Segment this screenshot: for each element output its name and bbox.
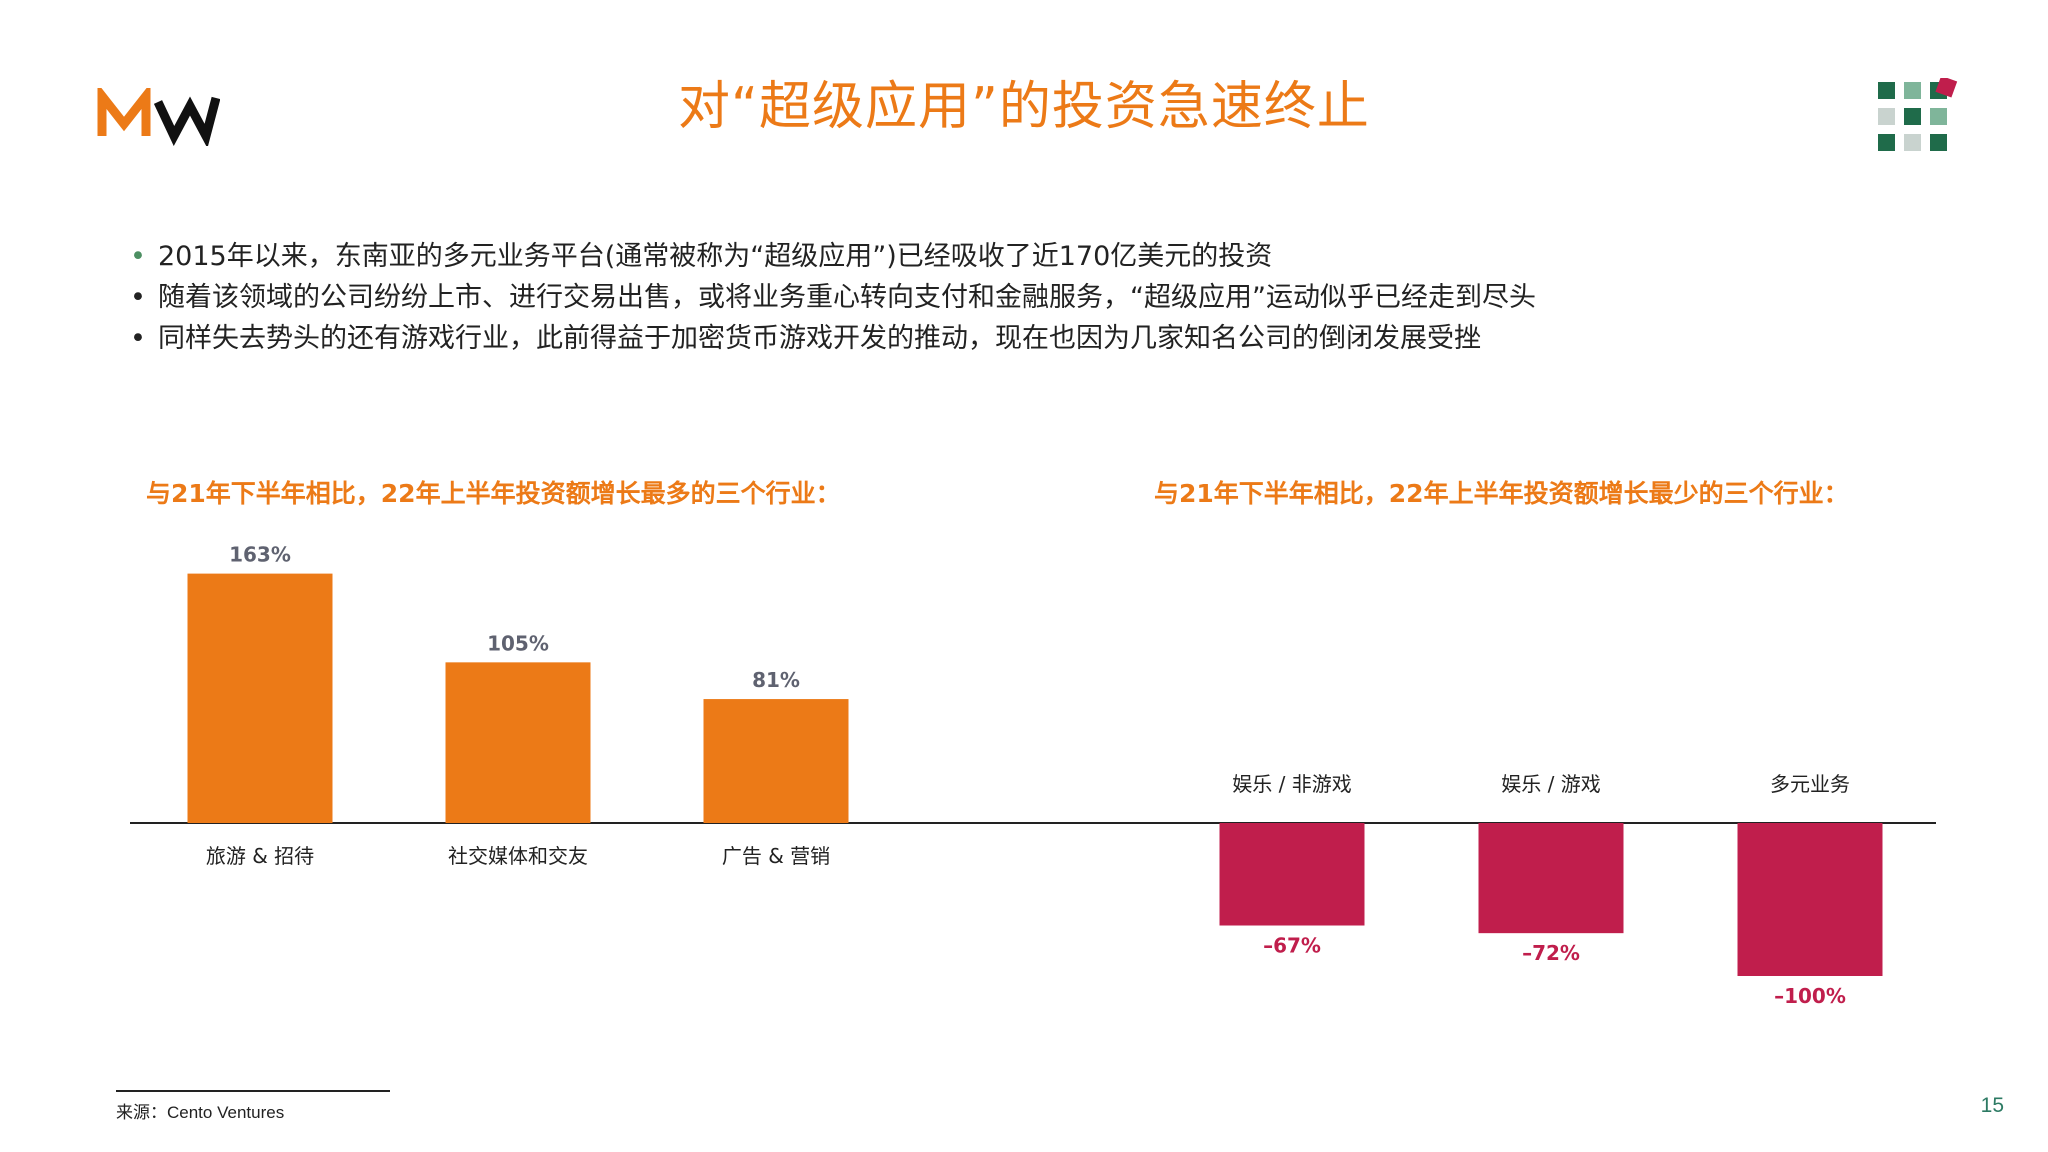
bullet-dot: •	[130, 323, 146, 354]
bar-value-label: –100%	[1774, 984, 1846, 1008]
bar-value-label: 163%	[229, 543, 291, 567]
bullet-item: • 同样失去势头的还有游戏行业，此前得益于加密货币游戏开发的推动，现在也因为几家…	[126, 318, 1536, 359]
bar-value-label: 105%	[487, 631, 549, 655]
category-label: 娱乐 / 游戏	[1501, 772, 1600, 796]
square-grid-icon	[1878, 78, 1958, 151]
category-label: 多元业务	[1770, 772, 1850, 796]
bar-growth-3	[703, 699, 849, 823]
chart-title-top-growth: 与21年下半年相比，22年上半年投资额增长最多的三个行业：	[146, 479, 841, 508]
bar-value-label: –67%	[1263, 934, 1321, 958]
bar-growth-2	[445, 662, 591, 823]
bar-decline-3	[1737, 823, 1883, 976]
bar-decline-2	[1478, 823, 1624, 934]
chart-title-bottom-growth: 与21年下半年相比，22年上半年投资额增长最少的三个行业：	[1154, 479, 1849, 508]
bullet-dot: •	[130, 241, 146, 272]
category-label: 旅游 & 招待	[206, 844, 314, 868]
bullet-dot: •	[130, 282, 146, 313]
bullet-item: • 2015年以来，东南亚的多元业务平台(通常被称为“超级应用”)已经吸收了近1…	[126, 236, 1536, 277]
bullet-list: • 2015年以来，东南亚的多元业务平台(通常被称为“超级应用”)已经吸收了近1…	[126, 236, 1536, 359]
page-number: 15	[1980, 1094, 2004, 1117]
page-title: 对“超级应用”的投资急速终止	[678, 77, 1370, 137]
bar-growth-1	[187, 573, 333, 823]
source-note: 来源：Cento Ventures	[116, 1103, 285, 1122]
mw-logo	[97, 88, 220, 146]
footnote-divider	[116, 1090, 390, 1092]
category-label: 娱乐 / 非游戏	[1232, 772, 1351, 796]
bar-decline-1	[1219, 823, 1365, 926]
bullet-item: • 随着该领域的公司纷纷上市、进行交易出售，或将业务重心转向支付和金融服务，“超…	[126, 277, 1536, 318]
bullet-text: 同样失去势头的还有游戏行业，此前得益于加密货币游戏开发的推动，现在也因为几家知名…	[158, 323, 1481, 354]
bullet-text: 随着该领域的公司纷纷上市、进行交易出售，或将业务重心转向支付和金融服务，“超级应…	[158, 282, 1536, 313]
category-label: 广告 & 营销	[722, 844, 830, 868]
bar-value-label: –72%	[1522, 941, 1580, 965]
bar-value-label: 81%	[752, 668, 800, 692]
category-label: 社交媒体和交友	[448, 844, 588, 868]
bullet-text: 2015年以来，东南亚的多元业务平台(通常被称为“超级应用”)已经吸收了近170…	[158, 241, 1273, 272]
